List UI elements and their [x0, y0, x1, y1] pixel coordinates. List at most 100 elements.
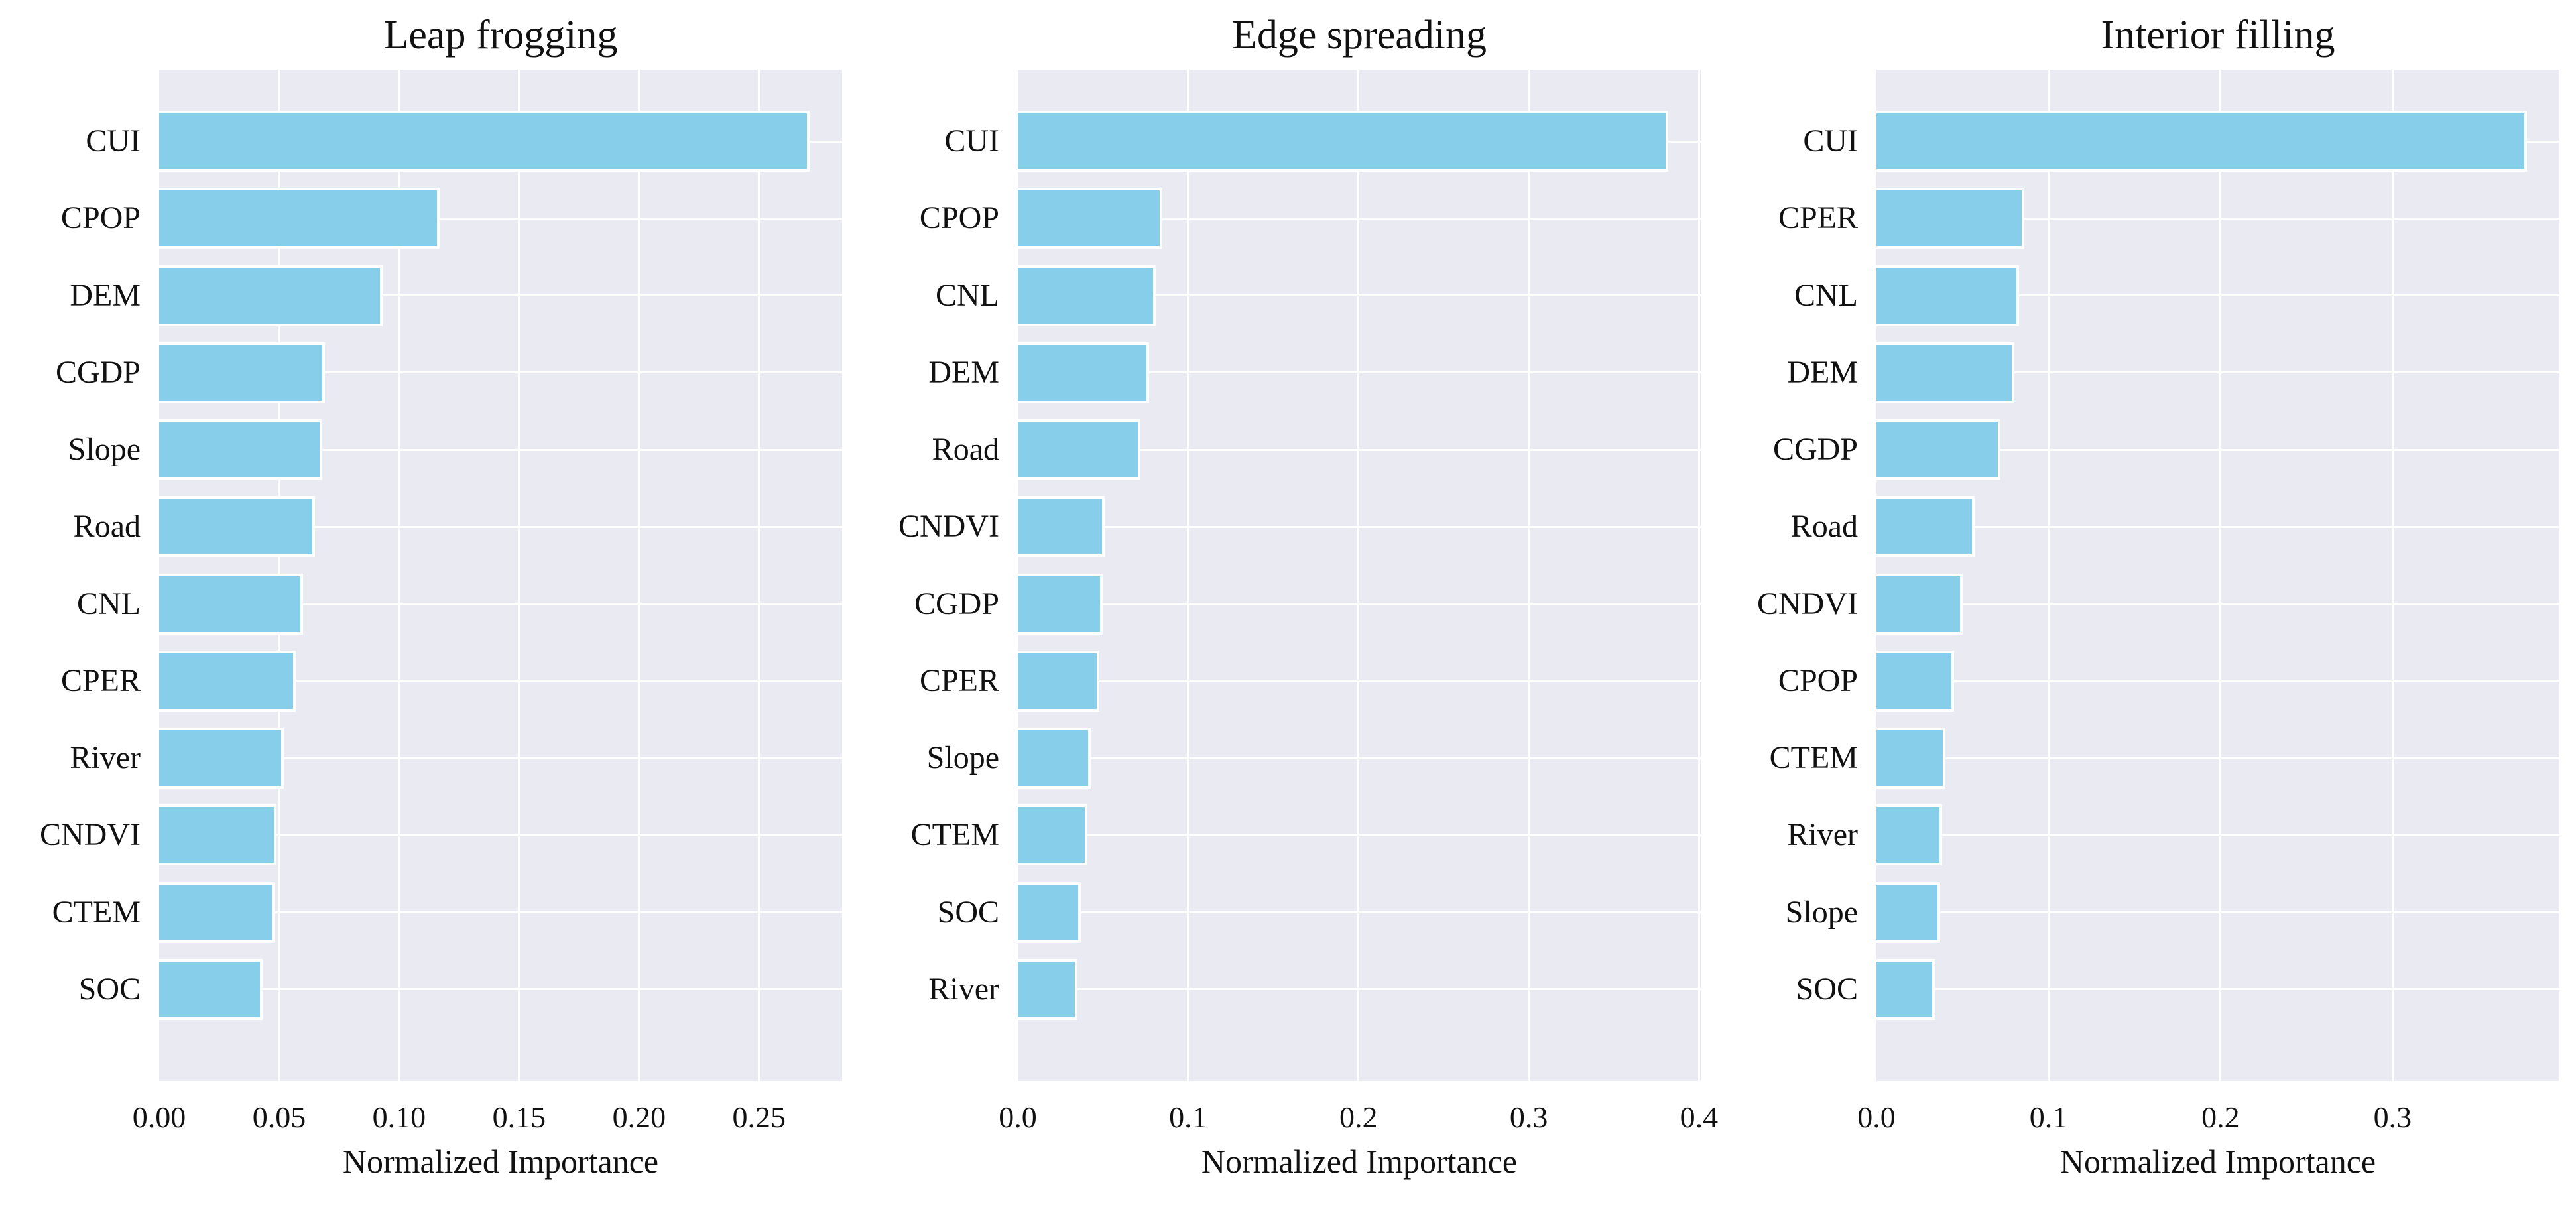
- x-axis-label: Normalized Importance: [2059, 1143, 2376, 1180]
- x-gridline: [1187, 70, 1190, 1081]
- plot-area: [1876, 70, 2559, 1081]
- y-gridline: [159, 757, 842, 759]
- x-gridline: [2047, 70, 2050, 1081]
- x-tick-label: 0.3: [2373, 1100, 2412, 1134]
- y-gridline: [1876, 525, 2559, 528]
- y-tick-label: River: [928, 971, 999, 1007]
- y-gridline: [159, 680, 842, 682]
- y-tick-label: River: [70, 740, 141, 776]
- y-gridline: [1876, 680, 2559, 682]
- bar-cper: [159, 650, 296, 712]
- y-tick-label: SOC: [78, 971, 141, 1007]
- x-tick-label: 0.1: [1169, 1100, 1207, 1134]
- bar-road: [159, 496, 316, 558]
- x-gridline: [2219, 70, 2222, 1081]
- y-tick-label: CUI: [86, 123, 141, 159]
- bar-cui: [1018, 111, 1669, 172]
- y-gridline: [159, 448, 842, 451]
- y-gridline: [1018, 757, 1701, 759]
- y-tick-label: CPER: [1778, 200, 1858, 236]
- bar-cndvi: [1018, 496, 1105, 558]
- y-tick-label: CGDP: [914, 586, 999, 621]
- chart-title: Leap frogging: [383, 13, 618, 58]
- y-gridline: [1018, 371, 1701, 374]
- bar-cnl: [1018, 265, 1156, 326]
- x-gridline: [1357, 70, 1360, 1081]
- y-tick-label: CPOP: [1778, 663, 1858, 698]
- x-tick-label: 0.15: [492, 1100, 546, 1134]
- x-tick-label: 0.00: [132, 1100, 186, 1134]
- y-tick-label: CNL: [1794, 277, 1858, 313]
- bar-soc: [1876, 958, 1935, 1020]
- y-gridline: [1876, 757, 2559, 759]
- bar-ctem: [159, 881, 275, 943]
- bar-river: [1876, 804, 1942, 866]
- y-gridline: [1876, 371, 2559, 374]
- chart-title: Edge spreading: [1232, 13, 1487, 58]
- y-gridline: [1876, 603, 2559, 605]
- y-tick-label: CTEM: [1769, 740, 1858, 776]
- y-tick-label: SOC: [1796, 971, 1858, 1007]
- y-gridline: [159, 603, 842, 605]
- y-gridline: [1876, 217, 2559, 220]
- y-gridline: [1018, 834, 1701, 836]
- y-gridline: [1018, 603, 1701, 605]
- chart-panel-leap-frogging: Leap frogging Normalized Importance CUI C…: [0, 0, 859, 1205]
- y-tick-label: Road: [932, 432, 999, 468]
- x-tick-label: 0.20: [612, 1100, 666, 1134]
- x-gridline: [1697, 70, 1700, 1081]
- y-tick-label: SOC: [937, 894, 999, 930]
- y-tick-label: River: [1787, 817, 1858, 853]
- plot-area: [159, 70, 842, 1081]
- x-gridline: [2391, 70, 2394, 1081]
- y-tick-label: CTEM: [52, 894, 141, 930]
- y-gridline: [1018, 294, 1701, 297]
- x-gridline: [758, 70, 761, 1081]
- y-tick-label: CPER: [60, 663, 141, 698]
- y-tick-label: CGDP: [55, 354, 141, 390]
- bar-cnl: [1876, 265, 2020, 326]
- x-tick-label: 0.3: [1509, 1100, 1548, 1134]
- y-gridline: [1876, 988, 2559, 991]
- bar-cui: [1876, 111, 2527, 172]
- bar-cndvi: [1876, 573, 1963, 635]
- y-gridline: [1876, 448, 2559, 451]
- x-tick-label: 0.4: [1680, 1100, 1719, 1134]
- chart-panel-edge-spreading: Edge spreading Normalized Importance CUI…: [859, 0, 1718, 1205]
- bar-ctem: [1018, 804, 1088, 866]
- y-tick-label: Road: [1790, 509, 1858, 544]
- x-tick-label: 0.0: [1857, 1100, 1896, 1134]
- y-tick-label: CNDVI: [898, 509, 999, 544]
- y-gridline: [1018, 988, 1701, 991]
- bar-cgdp: [1876, 419, 2000, 481]
- y-gridline: [159, 294, 842, 297]
- y-gridline: [159, 911, 842, 914]
- y-tick-label: CTEM: [910, 817, 999, 853]
- bar-dem: [1876, 342, 2014, 403]
- y-tick-label: CPOP: [60, 200, 141, 236]
- y-tick-label: CNL: [77, 586, 141, 621]
- y-gridline: [1018, 217, 1701, 220]
- bar-cper: [1876, 188, 2025, 249]
- x-gridline: [638, 70, 641, 1081]
- x-tick-label: 0.25: [732, 1100, 786, 1134]
- bar-slope: [159, 419, 323, 481]
- y-tick-label: CNDVI: [1757, 586, 1858, 621]
- y-gridline: [1018, 448, 1701, 451]
- bar-cpop: [1876, 650, 1954, 712]
- chart-title: Interior filling: [2101, 13, 2335, 58]
- chart-panel-interior-filling: Interior filling Normalized Importance C…: [1717, 0, 2576, 1205]
- y-gridline: [159, 834, 842, 836]
- y-gridline: [1018, 525, 1701, 528]
- y-gridline: [159, 988, 842, 991]
- y-tick-label: DEM: [1787, 354, 1858, 390]
- x-tick-label: 0.2: [2201, 1100, 2240, 1134]
- bar-cui: [159, 111, 810, 172]
- bar-soc: [1018, 881, 1081, 943]
- y-gridline: [1876, 834, 2559, 836]
- y-tick-label: Slope: [926, 740, 999, 776]
- bar-dem: [159, 265, 383, 326]
- bar-cnl: [159, 573, 304, 635]
- y-tick-label: CGDP: [1772, 432, 1858, 468]
